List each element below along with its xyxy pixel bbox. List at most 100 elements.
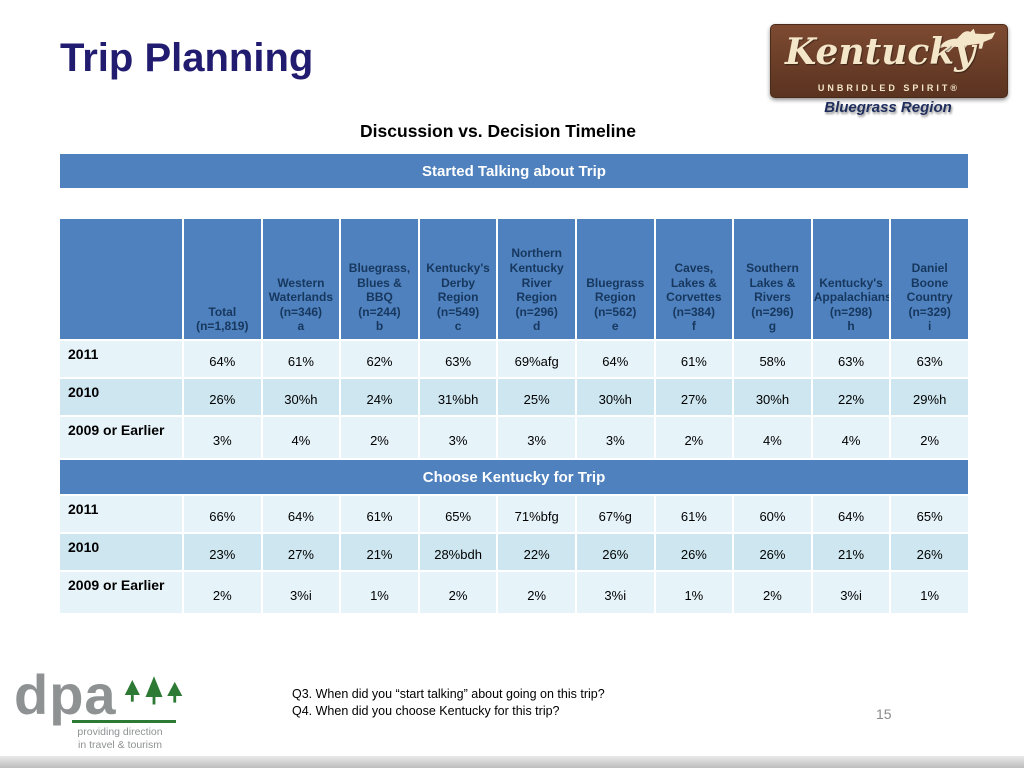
- data-cell: 2%: [889, 415, 970, 460]
- footnotes: Q3. When did you “start talking” about g…: [292, 686, 605, 720]
- kentucky-logo-wordmark: Kentucky: [785, 31, 976, 73]
- data-cell: 26%: [182, 377, 263, 417]
- data-cell: 26%: [889, 532, 970, 572]
- page-title: Trip Planning: [60, 36, 314, 80]
- kentucky-logo-tagline: UNBRIDLED SPIRIT®: [817, 83, 961, 93]
- region-label: Bluegrass Region: [824, 99, 952, 116]
- footnote-q3: Q3. When did you “start talking” about g…: [292, 687, 605, 701]
- data-cell: 1%: [653, 570, 735, 615]
- section-band: Started Talking about Trip: [58, 152, 970, 190]
- data-cell: 4%: [732, 415, 813, 460]
- table-row: 2009 or Earlier 3% 4% 2% 3% 3% 3% 2% 4% …: [58, 415, 970, 460]
- data-cell: 2%: [339, 415, 420, 460]
- data-cell: 3%: [417, 415, 499, 460]
- row-label: 2011: [58, 494, 184, 534]
- data-cell: 21%: [810, 532, 892, 572]
- data-cell: 2%: [182, 570, 263, 615]
- data-cell: 65%: [889, 494, 970, 534]
- data-cell: 26%: [732, 532, 813, 572]
- table-header-row: Total (n=1,819) Western Waterlands (n=34…: [58, 217, 970, 341]
- table-title: Discussion vs. Decision Timeline: [360, 121, 636, 141]
- dpa-wordmark: dpa: [14, 663, 117, 726]
- data-cell: 26%: [574, 532, 656, 572]
- dpa-logo: dpa providing direction in travel & tour…: [14, 663, 204, 752]
- column-header: Total (n=1,819): [182, 217, 263, 341]
- section-title: Choose Kentucky for Trip: [58, 458, 970, 496]
- page-number: 15: [876, 706, 892, 722]
- data-cell: 3%i: [810, 570, 892, 615]
- data-cell: 61%: [339, 494, 420, 534]
- corner-cell: [58, 217, 184, 341]
- column-header: Western Waterlands (n=346) a: [260, 217, 342, 341]
- horse-icon: [938, 28, 996, 52]
- row-label: 2009 or Earlier: [58, 570, 184, 615]
- dpa-tagline: providing direction in travel & tourism: [60, 726, 180, 752]
- section-title: Started Talking about Trip: [58, 152, 970, 190]
- section-band: Choose Kentucky for Trip: [58, 458, 970, 496]
- data-cell: 3%: [574, 415, 656, 460]
- data-cell: 2%: [417, 570, 499, 615]
- column-header: Bluegrass, Blues & BBQ (n=244) b: [339, 217, 420, 341]
- data-cell: 30%h: [260, 377, 342, 417]
- column-header: Southern Lakes & Rivers (n=296) g: [732, 217, 813, 341]
- data-cell: 27%: [260, 532, 342, 572]
- data-cell: 67%g: [574, 494, 656, 534]
- row-label: 2009 or Earlier: [58, 415, 184, 460]
- data-cell: 1%: [889, 570, 970, 615]
- data-cell: 25%: [496, 377, 577, 417]
- data-cell: 60%: [732, 494, 813, 534]
- data-cell: 27%: [653, 377, 735, 417]
- row-label: 2010: [58, 377, 184, 417]
- table-row: 2011 64% 61% 62% 63% 69%afg 64% 61% 58% …: [58, 339, 970, 379]
- data-cell: 2%: [653, 415, 735, 460]
- column-header: Northern Kentucky River Region (n=296) d: [496, 217, 577, 341]
- data-cell: 3%i: [574, 570, 656, 615]
- dpa-tagline-line1: providing direction: [77, 725, 163, 738]
- data-cell: 64%: [260, 494, 342, 534]
- kentucky-logo: Kentucky UNBRIDLED SPIRIT®: [770, 24, 1008, 98]
- data-cell: 63%: [417, 339, 499, 379]
- data-cell: 30%h: [732, 377, 813, 417]
- data-cell: 65%: [417, 494, 499, 534]
- column-header: Daniel Boone Country (n=329) i: [889, 217, 970, 341]
- data-cell: 26%: [653, 532, 735, 572]
- spacer-row: [58, 188, 970, 219]
- data-cell: 22%: [810, 377, 892, 417]
- data-cell: 30%h: [574, 377, 656, 417]
- table-row: 2009 or Earlier 2% 3%i 1% 2% 2% 3%i 1% 2…: [58, 570, 970, 615]
- data-cell: 29%h: [889, 377, 970, 417]
- data-cell: 2%: [732, 570, 813, 615]
- slide-bottom-border: [0, 756, 1024, 768]
- pine-trees-icon: [124, 676, 182, 705]
- column-header: Kentucky's Derby Region (n=549) c: [417, 217, 499, 341]
- timeline-table: Started Talking about Trip Total (n=1,81…: [58, 152, 970, 615]
- data-cell: 21%: [339, 532, 420, 572]
- table-row: 2010 23% 27% 21% 28%bdh 22% 26% 26% 26% …: [58, 532, 970, 572]
- data-cell: 28%bdh: [417, 532, 499, 572]
- data-cell: 24%: [339, 377, 420, 417]
- data-cell: 61%: [653, 494, 735, 534]
- data-cell: 23%: [182, 532, 263, 572]
- data-cell: 1%: [339, 570, 420, 615]
- data-cell: 61%: [260, 339, 342, 379]
- column-header: Kentucky's Appalachians (n=298) h: [810, 217, 892, 341]
- data-cell: 3%i: [260, 570, 342, 615]
- table-row: 2011 66% 64% 61% 65% 71%bfg 67%g 61% 60%…: [58, 494, 970, 534]
- data-cell: 69%afg: [496, 339, 577, 379]
- footnote-q4: Q4. When did you choose Kentucky for thi…: [292, 704, 560, 718]
- column-header: Bluegrass Region (n=562) e: [574, 217, 656, 341]
- data-cell: 58%: [732, 339, 813, 379]
- row-label: 2010: [58, 532, 184, 572]
- data-cell: 64%: [574, 339, 656, 379]
- data-cell: 71%bfg: [496, 494, 577, 534]
- table-row: 2010 26% 30%h 24% 31%bh 25% 30%h 27% 30%…: [58, 377, 970, 417]
- data-cell: 61%: [653, 339, 735, 379]
- spacer-cell: [58, 188, 970, 219]
- data-cell: 4%: [810, 415, 892, 460]
- data-cell: 64%: [810, 494, 892, 534]
- dpa-tagline-line2: in travel & tourism: [77, 738, 163, 751]
- data-cell: 2%: [496, 570, 577, 615]
- data-cell: 62%: [339, 339, 420, 379]
- data-cell: 63%: [810, 339, 892, 379]
- data-cell: 3%: [496, 415, 577, 460]
